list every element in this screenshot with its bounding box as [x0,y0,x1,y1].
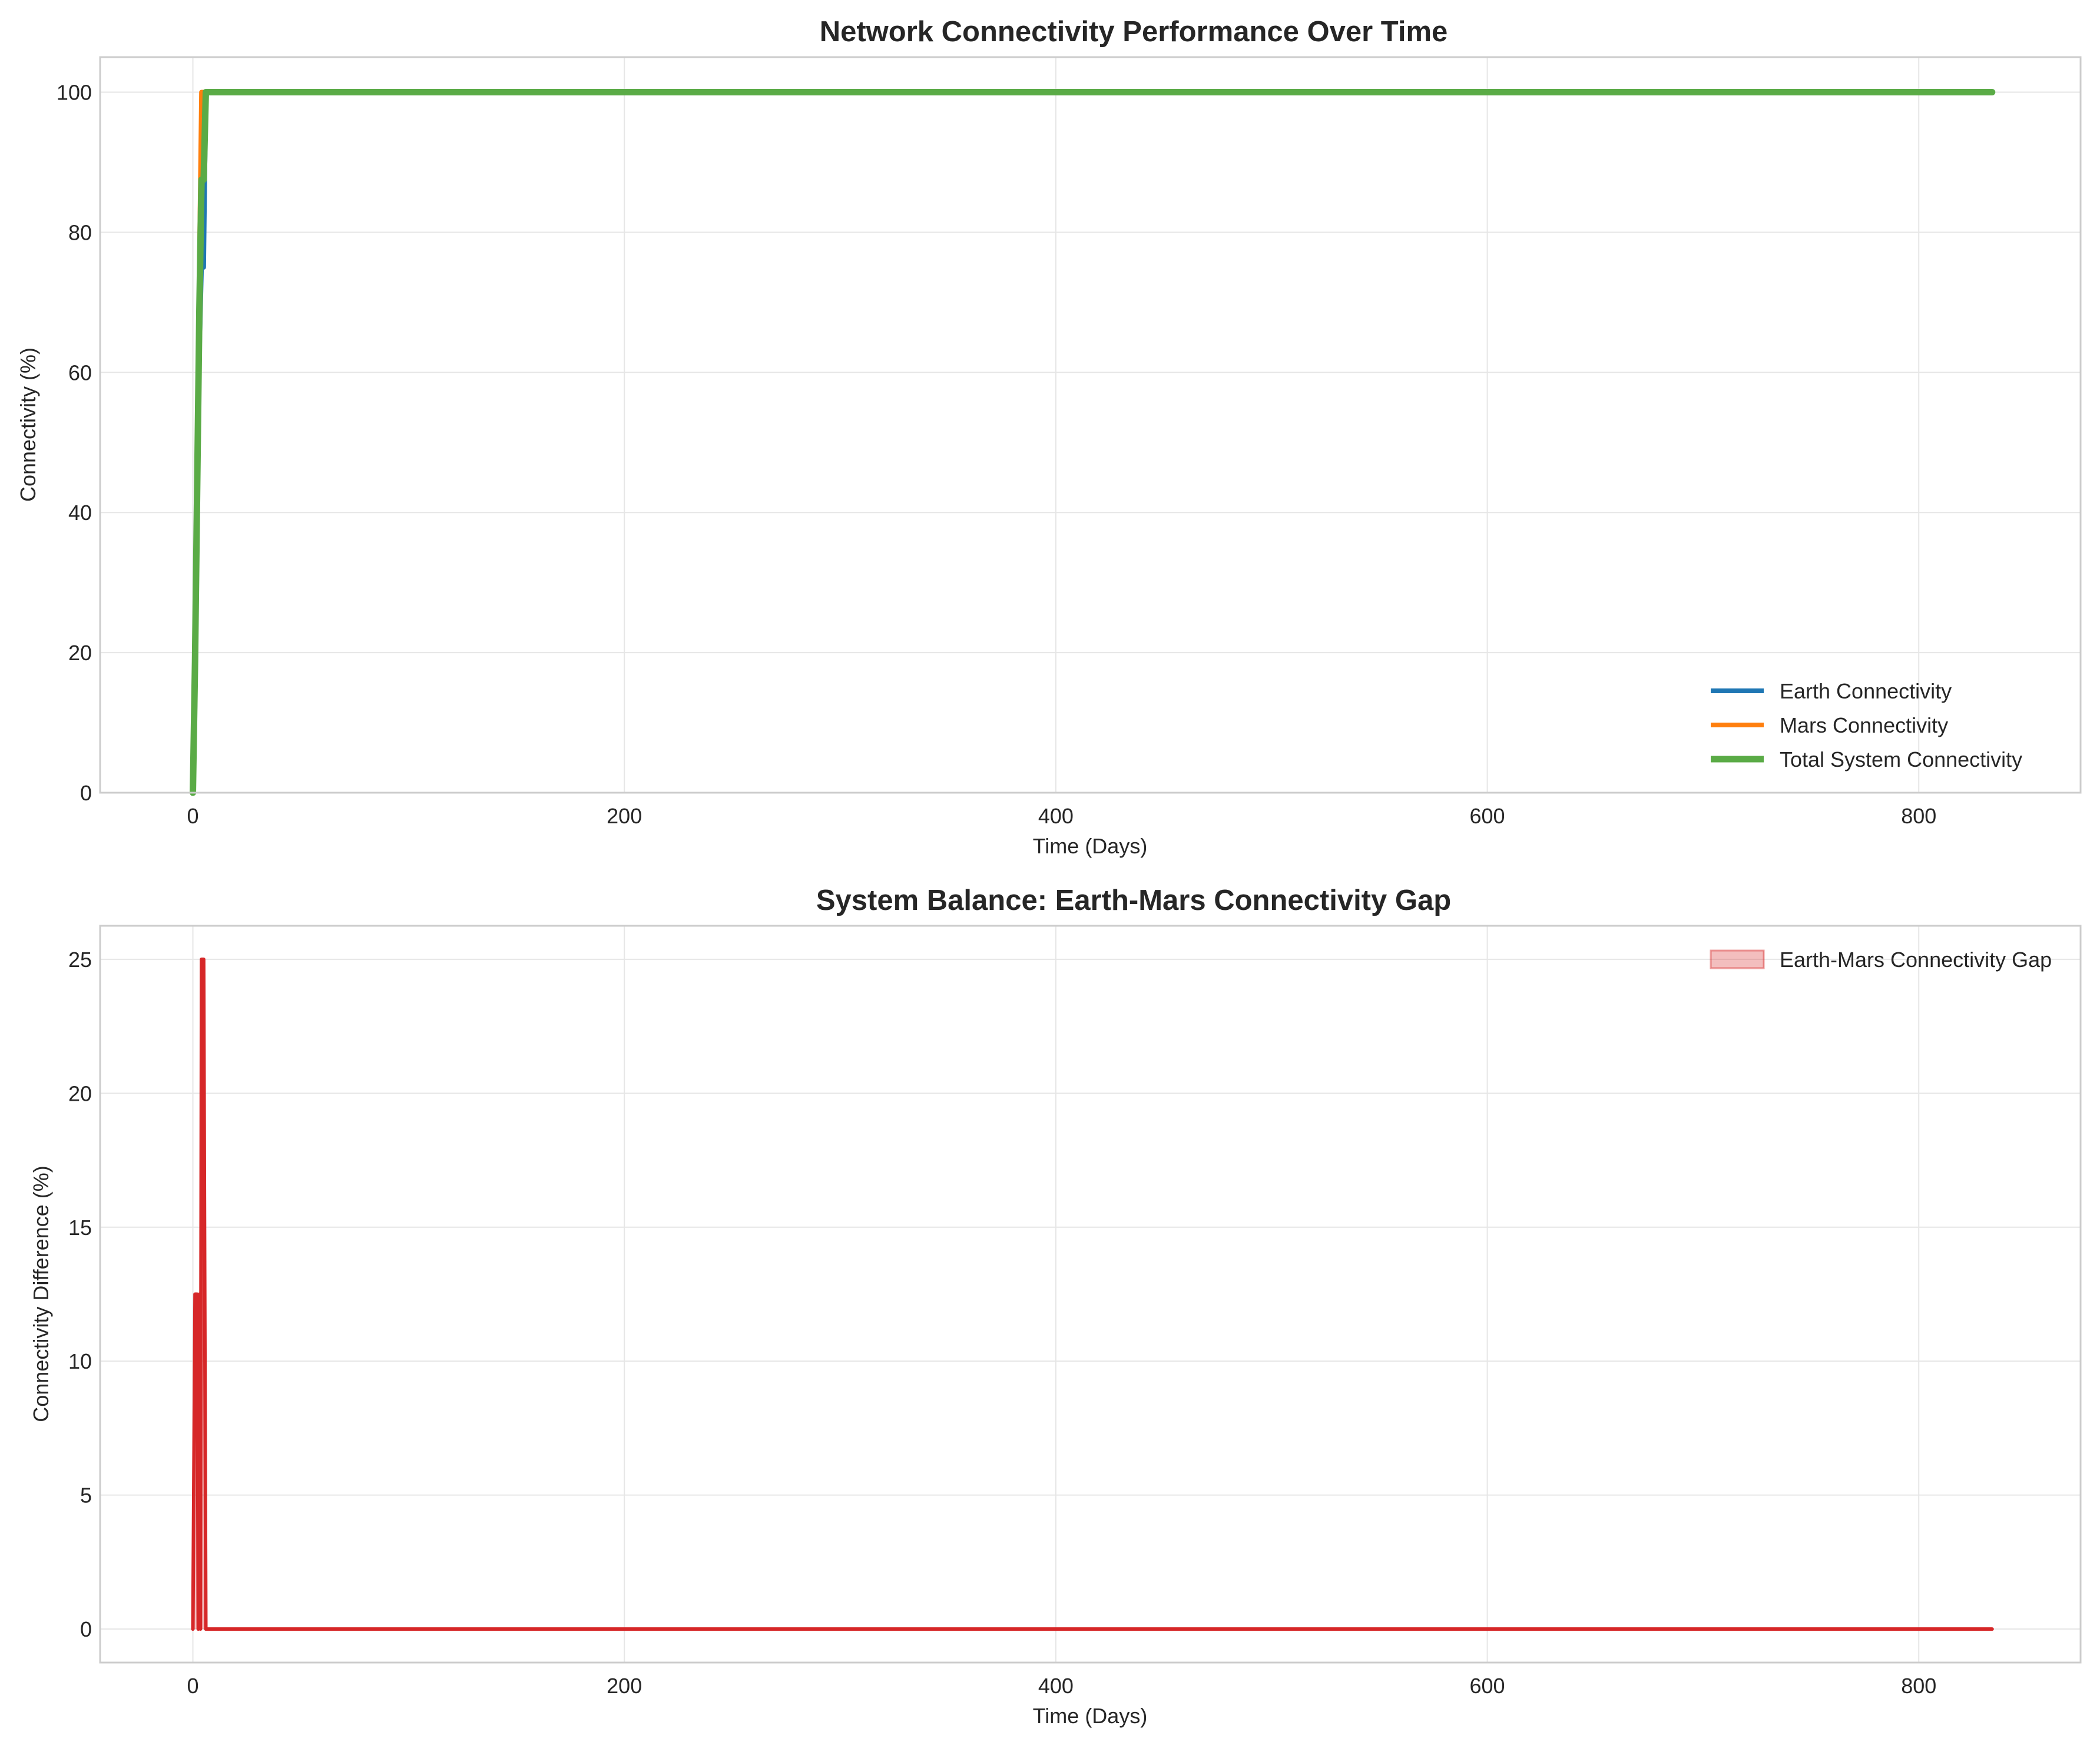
x-axis-label: Time (Days) [1033,1704,1148,1728]
legend-label: Earth Connectivity [1780,679,1952,703]
x-tick-label: 400 [1038,804,1074,828]
plot-frame [99,925,2082,1664]
y-tick-label: 80 [68,220,92,244]
y-tick-label: 15 [68,1216,92,1240]
y-ticks: 0 5 10 15 20 25 [68,948,92,1641]
earth-mars-connectivity-gap-line [191,957,1994,1631]
chart-title: System Balance: Earth-Mars Connectivity … [816,885,1451,916]
x-tick-label: 800 [1901,1674,1936,1698]
x-tick-label: 200 [607,1674,642,1698]
legend-label: Mars Connectivity [1780,713,1948,737]
x-tick-label: 600 [1470,1674,1505,1698]
y-ticks: 0 20 40 60 80 100 [57,80,92,805]
x-tick-label: 0 [187,804,199,828]
y-axis-label: Connectivity Difference (%) [29,1165,53,1422]
connectivity-chart: Network Connectivity Performance Over Ti… [16,16,2082,858]
x-axis-label: Time (Days) [1033,834,1148,858]
x-tick-label: 200 [607,804,642,828]
legend-label: Total System Connectivity [1780,747,2022,771]
x-tick-label: 400 [1038,1674,1074,1698]
series-layer [190,88,1996,796]
x-tick-label: 600 [1470,804,1505,828]
y-tick-label: 10 [68,1349,92,1373]
x-tick-label: 0 [187,1674,199,1698]
plot-frame [99,56,2082,794]
y-tick-label: 100 [57,80,92,104]
legend-swatch [1710,949,1765,969]
chart-title: Network Connectivity Performance Over Ti… [820,16,1448,48]
y-tick-label: 5 [80,1484,92,1508]
series-layer [191,957,1994,1631]
x-ticks: 0 200 400 600 800 [187,804,1937,828]
y-tick-label: 25 [68,948,92,972]
gap-chart: System Balance: Earth-Mars Connectivity … [29,885,2082,1728]
total-system-connectivity-line [190,88,1996,796]
y-tick-label: 20 [68,641,92,665]
y-tick-label: 20 [68,1081,92,1105]
legend-label: Earth-Mars Connectivity Gap [1780,948,2052,972]
y-tick-label: 40 [68,501,92,525]
y-tick-label: 0 [80,1617,92,1641]
y-tick-label: 0 [80,781,92,805]
legend: Earth-Mars Connectivity Gap [1710,948,2052,972]
x-tick-label: 800 [1901,804,1936,828]
legend: Earth Connectivity Mars Connectivity Total… [1711,679,2022,771]
x-ticks: 0 200 400 600 800 [187,1674,1937,1698]
y-axis-label: Connectivity (%) [16,347,40,502]
y-tick-label: 60 [68,360,92,385]
grid [100,926,2081,1663]
